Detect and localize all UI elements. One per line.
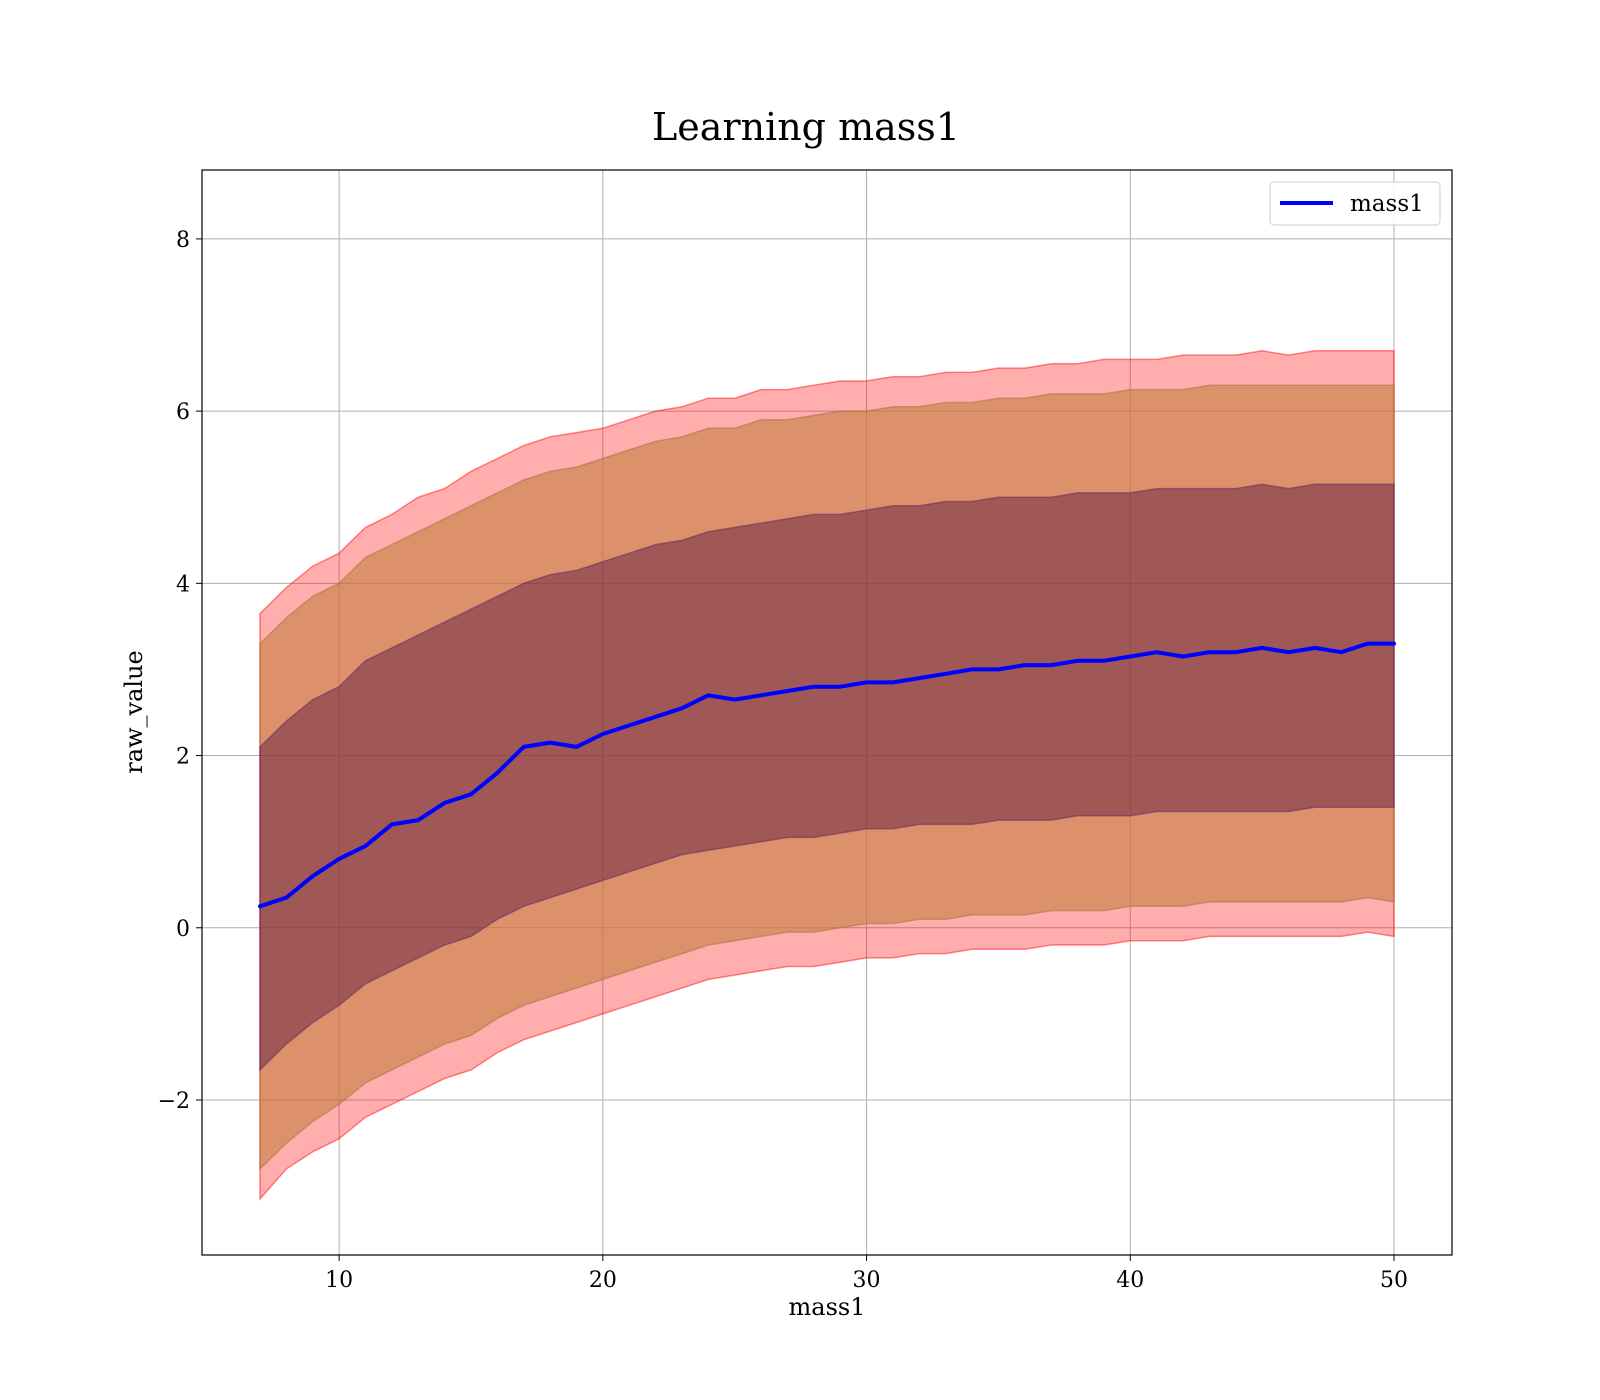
legend-label: mass1: [1350, 191, 1424, 217]
y-tick-label: −2: [158, 1089, 190, 1114]
y-tick-label: 4: [176, 572, 190, 597]
series-lines: [258, 641, 1396, 909]
chart-title: Learning mass1: [652, 105, 960, 149]
plot-frame: [201, 169, 1453, 1256]
x-tick-label: 20: [589, 1268, 617, 1293]
y-tick-label: 0: [176, 917, 190, 942]
y-tick-label: 2: [176, 745, 190, 770]
legend-box: [1269, 181, 1441, 226]
y-tick-label: 6: [176, 400, 190, 425]
band-2-sigma: [259, 384, 1395, 1171]
series-line-0: [258, 641, 1396, 909]
x-tick-label: 10: [325, 1268, 353, 1293]
x-tick-label: 40: [1116, 1268, 1144, 1293]
x-tick-label: 30: [853, 1268, 881, 1293]
band-1-sigma: [259, 483, 1395, 1072]
y-tick-label: 8: [176, 228, 190, 253]
legend: mass1: [1269, 181, 1441, 226]
y-axis-label: raw_value: [120, 650, 148, 774]
x-tick-label: 50: [1380, 1268, 1408, 1293]
confidence-bands: [259, 350, 1395, 1201]
x-axis-label: mass1: [789, 1293, 866, 1321]
ticks: 10 20 30 40 50 −2 0 2 4 6 8: [158, 228, 1408, 1293]
